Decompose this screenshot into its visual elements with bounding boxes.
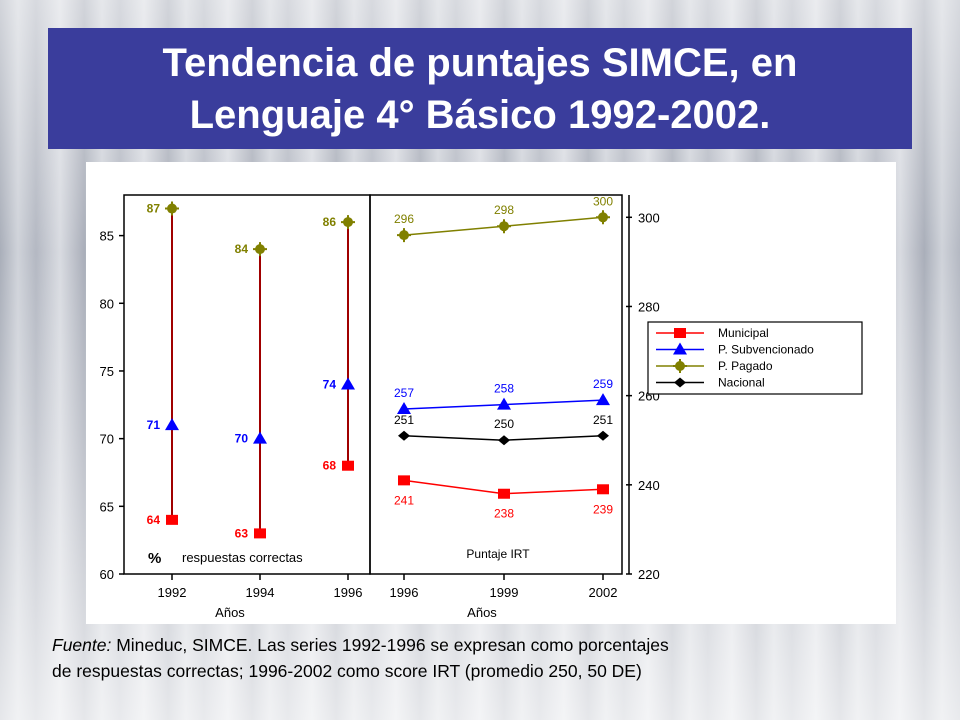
title-line-1: Tendencia de puntajes SIMCE, en xyxy=(162,40,798,85)
left-data-label-p-subvencionado: 74 xyxy=(323,378,337,392)
left-data-label-municipal: 68 xyxy=(323,459,337,473)
right-point-municipal xyxy=(597,484,609,495)
right-data-label-p-pagado: 298 xyxy=(494,203,514,217)
legend-marker-p-subvencionado xyxy=(673,342,687,355)
right-data-label-municipal: 239 xyxy=(593,502,613,516)
slide-title: Tendencia de puntajes SIMCE, en Lenguaje… xyxy=(48,28,912,149)
right-data-label-nacional: 251 xyxy=(394,413,414,427)
left-point-p-pagado-spikes xyxy=(341,215,355,230)
footnote-line-2: de respuestas correctas; 1996-2002 como … xyxy=(52,661,642,681)
right-xtick-label: 2002 xyxy=(589,585,618,600)
left-data-label-p-pagado: 87 xyxy=(147,202,161,216)
left-point-p-pagado-spikes xyxy=(253,242,267,257)
right-data-label-p-pagado: 300 xyxy=(593,194,613,208)
right-xtick-label: 1996 xyxy=(390,585,419,600)
left-ytick-label: 65 xyxy=(100,499,114,514)
right-data-label-municipal: 241 xyxy=(394,493,414,507)
right-data-label-p-subvencionado: 259 xyxy=(593,377,613,391)
left-xtick-label: 1992 xyxy=(158,585,187,600)
left-xtick-label: 1994 xyxy=(246,585,275,600)
title-line-2: Lenguaje 4° Básico 1992-2002. xyxy=(189,92,771,137)
right-plot-frame xyxy=(369,194,623,575)
left-ytick-label: 75 xyxy=(100,364,114,379)
left-ytick-label: 70 xyxy=(100,432,114,447)
right-point-nacional xyxy=(498,435,510,446)
right-data-label-p-subvencionado: 258 xyxy=(494,382,514,396)
footnote: Fuente: Mineduc, SIMCE. Las series 1992-… xyxy=(52,632,912,684)
left-point-municipal xyxy=(254,528,266,539)
footnote-source-label: Fuente: xyxy=(52,635,112,655)
left-point-p-subvencionado xyxy=(341,377,355,390)
right-point-p-pagado-spikes xyxy=(397,228,411,243)
left-data-label-municipal: 63 xyxy=(235,526,249,540)
right-ytick-label: 300 xyxy=(638,210,660,225)
left-ytick-label: 60 xyxy=(100,567,114,582)
right-data-label-nacional: 251 xyxy=(593,413,613,427)
right-point-nacional xyxy=(398,430,410,441)
left-point-municipal xyxy=(342,460,354,471)
left-point-p-pagado-spikes xyxy=(165,201,179,216)
left-ytick-label: 80 xyxy=(100,296,114,311)
right-point-nacional xyxy=(597,430,609,441)
left-xaxis-label: Años xyxy=(215,605,245,620)
right-data-label-nacional: 250 xyxy=(494,417,514,431)
left-point-p-subvencionado xyxy=(253,431,267,444)
left-data-label-p-pagado: 84 xyxy=(235,242,249,256)
legend-marker-p-pagado-spikes xyxy=(673,359,687,373)
right-point-p-pagado-spikes xyxy=(497,219,511,234)
right-xtick-label: 1999 xyxy=(490,585,519,600)
right-point-municipal xyxy=(398,475,410,486)
legend-label-p-pagado: P. Pagado xyxy=(718,359,773,373)
left-point-municipal xyxy=(166,514,178,525)
left-data-label-municipal: 64 xyxy=(147,513,161,527)
left-ytick-label: 85 xyxy=(100,229,114,244)
legend-label-municipal: Municipal xyxy=(718,326,769,340)
chart-panel: 60 65 70 75 80 85 1992 1994 1996 Años% respuestas … xyxy=(86,162,896,624)
right-point-p-subvencionado xyxy=(596,393,610,406)
right-xaxis-label: Años xyxy=(467,605,497,620)
right-ytick-label: 280 xyxy=(638,299,660,314)
legend-label-p-subvencionado: P. Subvencionado xyxy=(718,343,814,357)
right-point-p-subvencionado xyxy=(397,402,411,415)
right-point-municipal xyxy=(498,488,510,499)
right-data-label-municipal: 238 xyxy=(494,507,514,521)
left-data-label-p-subvencionado: 71 xyxy=(147,418,161,432)
right-inner-label: Puntaje IRT xyxy=(466,547,530,561)
left-inner-label-text: respuestas correctas xyxy=(182,550,303,565)
left-xtick-label: 1996 xyxy=(334,585,363,600)
right-data-label-p-pagado: 296 xyxy=(394,212,414,226)
left-point-p-subvencionado xyxy=(165,418,179,431)
right-data-label-p-subvencionado: 257 xyxy=(394,386,414,400)
legend-marker-nacional xyxy=(674,377,686,388)
left-data-label-p-subvencionado: 70 xyxy=(235,432,249,446)
simce-chart: 60 65 70 75 80 85 1992 1994 1996 Años% respuestas … xyxy=(100,194,863,620)
right-ytick-label: 240 xyxy=(638,478,660,493)
legend-label-nacional: Nacional xyxy=(718,376,765,390)
right-ytick-label: 220 xyxy=(638,567,660,582)
right-point-p-subvencionado xyxy=(497,397,511,410)
right-point-p-pagado-spikes xyxy=(596,210,610,225)
left-inner-label-symbol: % xyxy=(148,550,161,567)
legend-marker-municipal xyxy=(674,328,686,338)
footnote-line-1: Mineduc, SIMCE. Las series 1992-1996 se … xyxy=(111,635,669,655)
left-data-label-p-pagado: 86 xyxy=(323,215,337,229)
